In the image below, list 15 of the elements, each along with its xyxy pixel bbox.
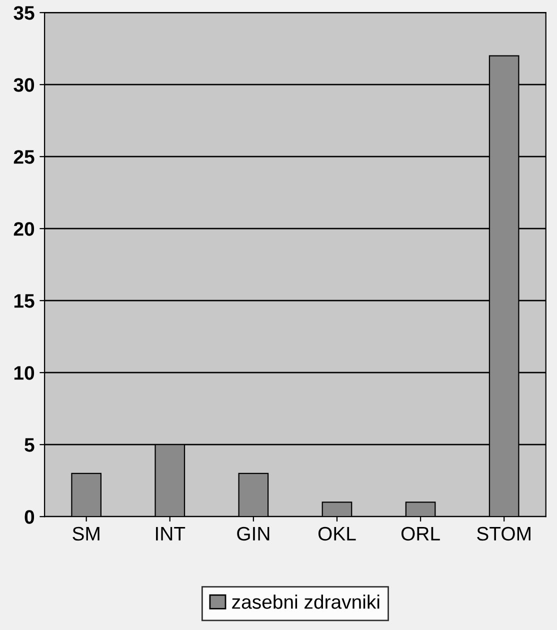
x-tick-label: SM <box>72 526 100 541</box>
x-tick-label: GIN <box>237 526 270 541</box>
x-tick-label: OKL <box>318 526 356 541</box>
y-tick-label: 15 <box>14 294 34 308</box>
y-tick-label: 30 <box>14 78 34 92</box>
y-tick-label: 20 <box>14 222 34 236</box>
legend-label: zasebni zdravniki <box>232 594 380 609</box>
x-tick-label: INT <box>156 527 186 540</box>
y-tick-label: 10 <box>14 366 34 380</box>
y-tick-label: 5 <box>24 438 34 452</box>
y-tick-label: 35 <box>14 6 34 20</box>
x-tick-label: ORL <box>401 526 440 541</box>
y-tick-label: 25 <box>14 150 34 164</box>
x-tick-label: STOM <box>477 526 530 541</box>
y-tick-label: 0 <box>24 510 34 524</box>
